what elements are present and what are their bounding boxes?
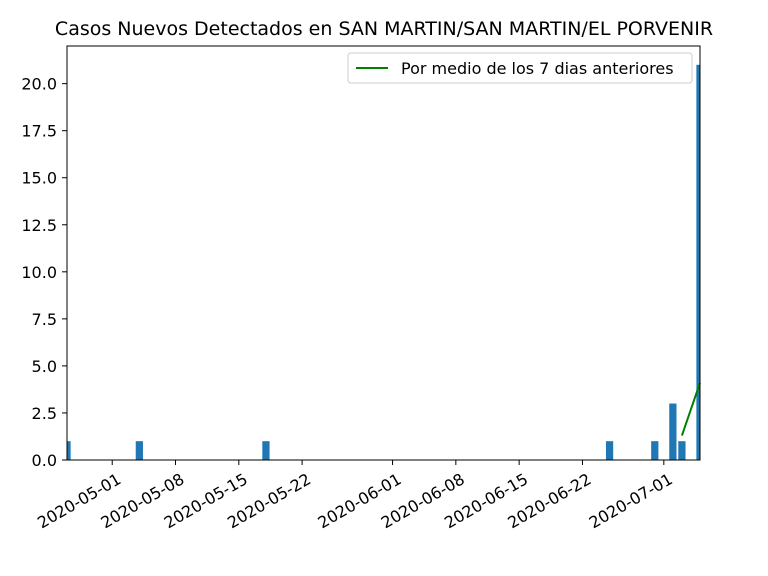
bar-2020-06-30 xyxy=(651,441,659,460)
bar-2020-05-04 xyxy=(135,441,143,460)
bar-2020-05-18 xyxy=(262,441,270,460)
legend-box xyxy=(347,52,693,84)
bar-2020-06-25 xyxy=(605,441,614,460)
y-tick-label: 10.0 xyxy=(21,263,57,282)
x-tick-label: 2020-07-01 xyxy=(586,469,676,532)
moving-average-layer xyxy=(680,382,701,436)
plot-frame xyxy=(66,45,701,461)
y-axis: 0.0 2.5 5.0 7.5 10.0 12.5 15.0 17.5 20.0 xyxy=(21,75,67,470)
y-tick-label: 2.5 xyxy=(32,404,57,423)
y-tick-label: 5.0 xyxy=(32,357,57,376)
bar-2020-07-03 xyxy=(678,441,686,460)
y-tick-label: 0.0 xyxy=(32,451,57,470)
bar-2020-07-05 xyxy=(696,64,700,461)
y-tick-label: 17.5 xyxy=(21,122,57,141)
y-tick-label: 15.0 xyxy=(21,169,57,188)
moving-average-line xyxy=(680,382,701,436)
y-tick-label: 7.5 xyxy=(32,310,57,329)
bar-2020-07-02 xyxy=(669,403,677,460)
legend: Por medio de los 7 dias anteriores xyxy=(347,52,693,84)
y-tick-label: 12.5 xyxy=(21,216,57,235)
chart-title: Casos Nuevos Detectados en SAN MARTIN/SA… xyxy=(55,18,713,40)
bars-layer xyxy=(67,64,700,461)
y-tick-label: 20.0 xyxy=(21,75,57,94)
x-axis: 2020-05-012020-05-082020-05-152020-05-22… xyxy=(34,460,676,532)
legend-label: Por medio de los 7 dias anteriores xyxy=(401,59,674,78)
bar-2020-04-26 xyxy=(67,441,71,460)
